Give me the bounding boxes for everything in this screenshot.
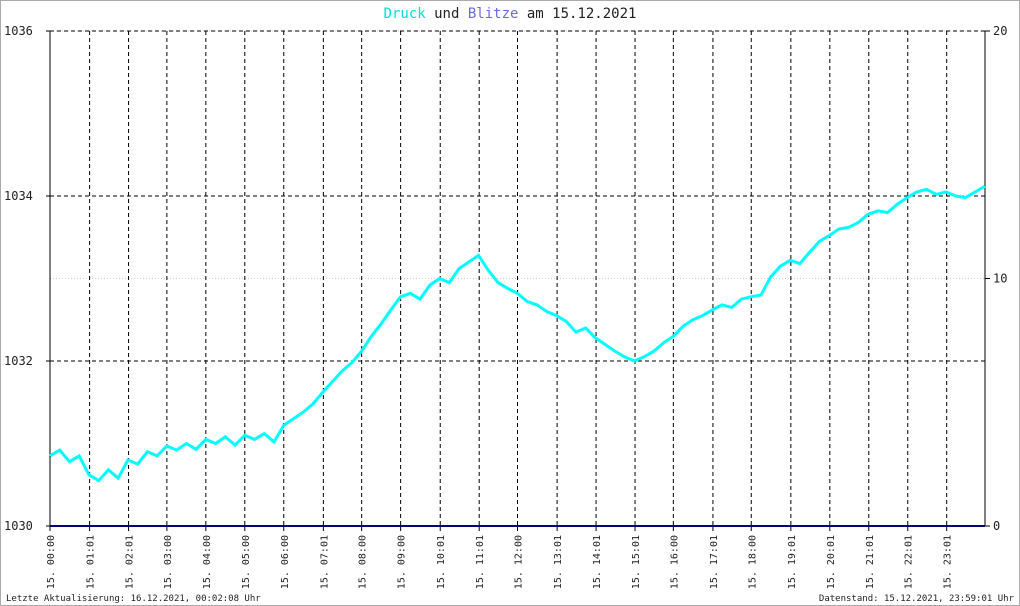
x-tick-label: 15. 00:00	[46, 535, 57, 589]
x-tick-label: 15. 01:01	[86, 535, 97, 589]
y-tick-label: 1034	[4, 189, 33, 203]
x-tick-label: 15. 03:00	[163, 535, 174, 589]
title-suffix: am 15.12.2021	[527, 6, 637, 22]
x-tick-label: 15. 02:01	[125, 535, 136, 589]
x-tick-label: 15. 18:00	[747, 535, 758, 589]
x-tick-label: 15. 23:01	[943, 535, 954, 589]
footer-left: Letzte Aktualisierung: 16.12.2021, 00:02…	[6, 594, 261, 604]
y-tick-label: 1030	[4, 519, 33, 533]
y-tick-label: 1036	[4, 24, 33, 38]
x-tick-label: 15. 22:01	[904, 535, 915, 589]
x-tick-label: 15. 13:01	[553, 535, 564, 589]
x-tick-label: 15. 16:00	[669, 535, 680, 589]
x-tick-label: 15. 15:01	[631, 535, 642, 589]
x-tick-label: 15. 20:01	[826, 535, 837, 589]
x-tick-label: 15. 06:00	[280, 535, 291, 589]
x-tick-label: 15. 07:01	[319, 535, 330, 589]
x-tick-label: 15. 12:00	[514, 535, 525, 589]
x-tick-label: 15. 19:01	[787, 535, 798, 589]
x-tick-label: 15. 09:00	[397, 535, 408, 589]
footer-right: Datenstand: 15.12.2021, 23:59:01 Uhr	[819, 594, 1015, 604]
title-series-b: Blitze	[468, 6, 519, 22]
x-tick-label: 15. 05:00	[241, 535, 252, 589]
x-tick-label: 15. 14:01	[592, 535, 603, 589]
title-series-a: Druck	[384, 6, 427, 22]
x-tick-label: 15. 21:01	[865, 535, 876, 589]
y-tick-label: 1032	[4, 354, 33, 368]
x-tick-label: 15. 10:01	[436, 535, 447, 589]
title-joiner: und	[434, 6, 459, 22]
x-tick-label: 15. 17:01	[709, 535, 720, 589]
x-tick-label: 15. 11:01	[475, 535, 486, 589]
y2-tick-label: 10	[993, 272, 1007, 286]
series-line	[49, 184, 986, 483]
x-tick-label: 15. 04:00	[202, 535, 213, 589]
y2-tick-label: 0	[993, 519, 1000, 533]
y2-tick-label: 20	[993, 24, 1007, 38]
x-tick-label: 15. 08:00	[358, 535, 369, 589]
chart-title: Druck und Blitze am 15.12.2021	[384, 6, 637, 22]
